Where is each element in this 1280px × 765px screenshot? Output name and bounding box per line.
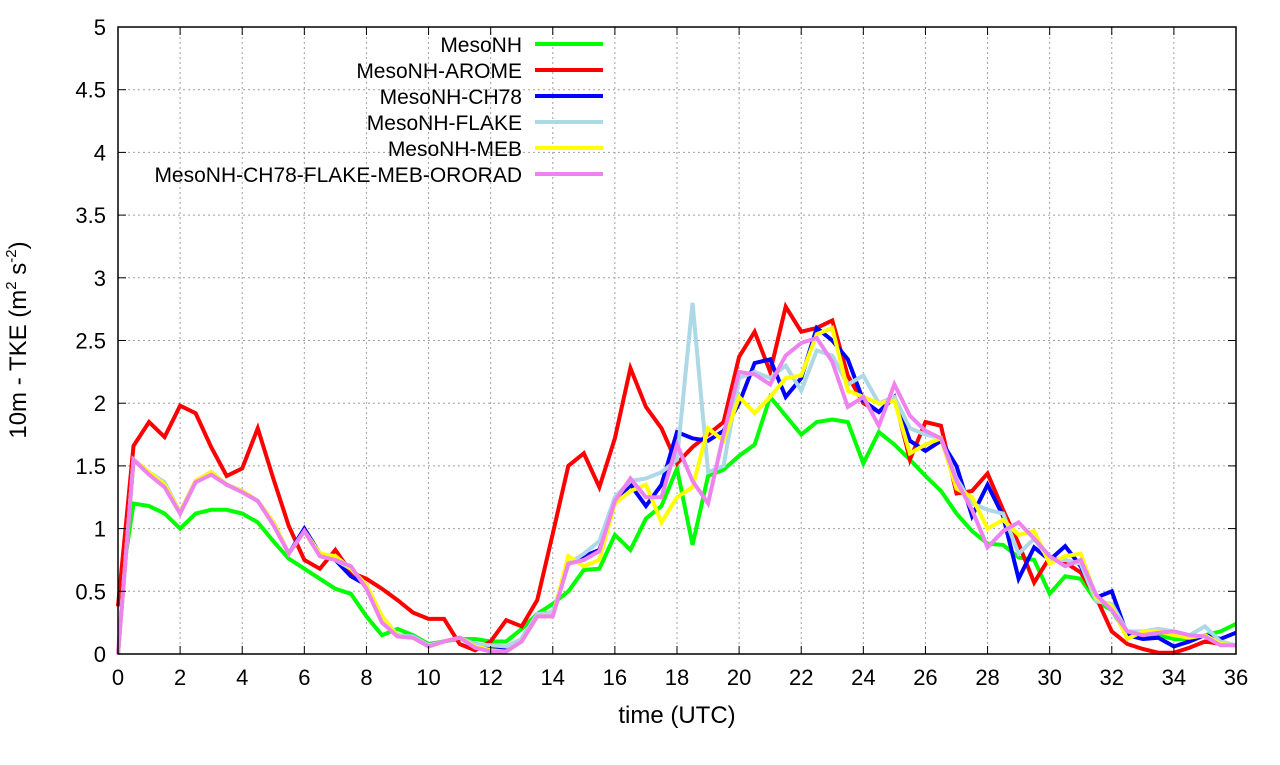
legend: MesoNH MesoNH-AROME MesoNH-CH78 MesoNH-FLAK… <box>154 34 603 187</box>
y-tick-label: 2 <box>94 391 106 416</box>
x-tick-label: 26 <box>913 665 937 690</box>
x-tick-label: 36 <box>1224 665 1248 690</box>
y-tick-label: 1.5 <box>75 454 106 479</box>
y-tick-label: 2.5 <box>75 329 106 354</box>
y-tick-label: 0 <box>94 642 106 667</box>
x-tick-label: 30 <box>1037 665 1061 690</box>
y-label-sup: 2 <box>3 281 20 289</box>
y-label-part: 10m - TKE (m <box>5 290 32 439</box>
y-tick-label: 4 <box>94 140 106 165</box>
y-label-sup: -2 <box>3 249 20 262</box>
x-tick-label: 32 <box>1100 665 1124 690</box>
x-tick-label: 8 <box>360 665 372 690</box>
x-tick-label: 16 <box>603 665 627 690</box>
x-tick-label: 2 <box>174 665 186 690</box>
y-label-part: ) <box>5 241 32 249</box>
y-tick-label: 4.5 <box>75 78 106 103</box>
legend-label: MesoNH-CH78 <box>380 86 522 109</box>
x-tick-label: 0 <box>112 665 124 690</box>
series-line-mesonh-ch78-flake-meb-ororad <box>116 335 1236 655</box>
x-tick-label: 28 <box>975 665 999 690</box>
x-tick-label: 20 <box>727 665 751 690</box>
y-tick-label: 5 <box>94 15 106 40</box>
legend-label: MesoNH-CH78-FLAKE-MEB-ORORAD <box>154 164 522 187</box>
series-line-mesonh-meb <box>116 325 1237 655</box>
x-tick-label: 4 <box>236 665 248 690</box>
series-line-mesonh <box>116 392 1237 647</box>
legend-label: MesoNH-AROME <box>356 60 522 83</box>
series-line-mesonh-ch78 <box>116 324 1237 655</box>
x-tick-label: 10 <box>416 665 440 690</box>
x-tick-label: 18 <box>665 665 689 690</box>
y-label-part: s <box>5 263 32 282</box>
x-tick-label: 22 <box>789 665 813 690</box>
x-tick-label: 6 <box>298 665 310 690</box>
x-axis-label: time (UTC) <box>618 702 735 729</box>
series-lines <box>116 301 1237 655</box>
axis-ticks: 0 2 4 6 8 10 12 14 16 18 20 22 24 26 28 30 32 34 3600.511.… <box>75 15 1248 690</box>
y-axis-label: 10m - TKE (m2 s-2) <box>3 241 32 438</box>
y-tick-label: 1 <box>94 517 106 542</box>
y-tick-label: 3 <box>94 266 106 291</box>
y-tick-label: 3.5 <box>75 203 106 228</box>
x-tick-label: 12 <box>478 665 502 690</box>
x-tick-label: 14 <box>541 665 565 690</box>
x-tick-label: 34 <box>1162 665 1186 690</box>
x-tick-label: 24 <box>851 665 875 690</box>
legend-label: MesoNH-MEB <box>388 138 522 161</box>
y-tick-label: 0.5 <box>75 579 106 604</box>
legend-label: MesoNH-FLAKE <box>367 112 522 135</box>
legend-label: MesoNH <box>440 34 522 57</box>
